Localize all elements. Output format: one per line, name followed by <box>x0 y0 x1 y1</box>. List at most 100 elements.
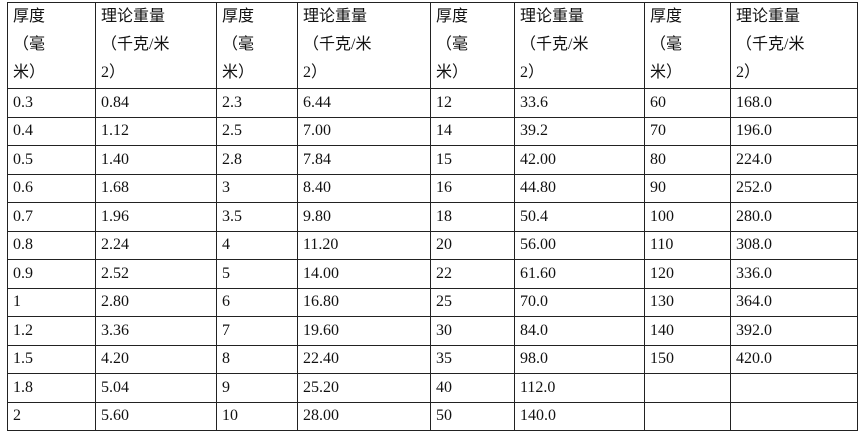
header-line: 2） <box>101 64 126 81</box>
thickness-cell: 100 <box>644 202 731 232</box>
weight-cell: 28.00 <box>297 401 431 431</box>
thickness-cell: 3 <box>216 173 298 203</box>
header-line: （千克/米 <box>303 36 372 53</box>
header-line: 厚度 <box>222 8 255 25</box>
thickness-cell: 0.4 <box>7 116 96 146</box>
weight-cell: 61.60 <box>514 259 645 289</box>
header-thickness: 厚度 （毫米） <box>644 2 731 89</box>
header-theoretical-weight: 理论重量 （千克/米 2） <box>95 2 217 89</box>
thickness-cell: 0.9 <box>7 259 96 289</box>
header-line: 理论重量 <box>101 8 166 25</box>
header-line: （毫 <box>222 36 255 53</box>
header-theoretical-weight: 理论重量 （千克/米 2） <box>514 2 645 89</box>
header-line: （毫 <box>436 36 469 53</box>
header-line: 厚度 <box>13 8 46 25</box>
header-line: 厚度 <box>436 8 469 25</box>
thickness-cell: 40 <box>430 373 515 403</box>
weight-cell: 196.0 <box>730 116 858 146</box>
weight-cell: 42.00 <box>514 145 645 175</box>
header-row: 厚度 （毫米） 理论重量 （千克/米 2） 厚度 （毫米） 理论重量 （千克/米 2） 厚度 （毫米）… <box>7 2 858 89</box>
header-line: （千克/米 <box>520 36 589 53</box>
header-line: 理论重量 <box>303 8 368 25</box>
weight-cell <box>730 401 858 431</box>
header-line: 米） <box>222 64 255 81</box>
thickness-cell: 1.2 <box>7 316 96 346</box>
weight-cell: 25.20 <box>297 373 431 403</box>
weight-cell: 70.0 <box>514 287 645 317</box>
weight-cell: 50.4 <box>514 202 645 232</box>
thickness-cell: 30 <box>430 316 515 346</box>
thickness-cell: 16 <box>430 173 515 203</box>
weight-cell: 44.80 <box>514 173 645 203</box>
thickness-cell: 1 <box>7 287 96 317</box>
header-line: 厚度 <box>650 8 683 25</box>
header-line: 米） <box>13 64 46 81</box>
weight-cell: 0.84 <box>95 88 217 118</box>
weight-cell: 5.60 <box>95 401 217 431</box>
thickness-cell: 2.8 <box>216 145 298 175</box>
thickness-cell: 22 <box>430 259 515 289</box>
weight-cell: 392.0 <box>730 316 858 346</box>
header-line: （毫 <box>650 36 683 53</box>
weight-cell: 98.0 <box>514 344 645 374</box>
weight-cell: 9.80 <box>297 202 431 232</box>
thickness-cell: 1.5 <box>7 344 96 374</box>
header-line: 米） <box>650 64 683 81</box>
weight-cell: 16.80 <box>297 287 431 317</box>
thickness-weight-table: 厚度 （毫米） 理论重量 （千克/米 2） 厚度 （毫米） 理论重量 （千克/米 2） 厚度 （毫米）… <box>7 2 858 431</box>
thickness-cell: 120 <box>644 259 731 289</box>
thickness-cell: 110 <box>644 230 731 260</box>
weight-cell: 7.00 <box>297 116 431 146</box>
thickness-cell: 5 <box>216 259 298 289</box>
weight-cell: 2.80 <box>95 287 217 317</box>
weight-cell: 420.0 <box>730 344 858 374</box>
table-row: 1.8 5.04 9 25.20 40 112.0 <box>7 373 858 403</box>
header-line: （千克/米 <box>101 36 170 53</box>
weight-cell: 1.12 <box>95 116 217 146</box>
thickness-cell: 0.8 <box>7 230 96 260</box>
table-row: 0.7 1.96 3.5 9.80 18 50.4 100 280.0 <box>7 202 858 232</box>
thickness-cell: 9 <box>216 373 298 403</box>
table-row: 0.4 1.12 2.5 7.00 14 39.2 70 196.0 <box>7 116 858 146</box>
weight-cell: 1.68 <box>95 173 217 203</box>
thickness-cell: 70 <box>644 116 731 146</box>
thickness-cell: 60 <box>644 88 731 118</box>
weight-cell: 112.0 <box>514 373 645 403</box>
table-row: 0.3 0.84 2.3 6.44 12 33.6 60 168.0 <box>7 88 858 118</box>
weight-cell: 33.6 <box>514 88 645 118</box>
thickness-cell: 8 <box>216 344 298 374</box>
thickness-cell: 0.5 <box>7 145 96 175</box>
header-line: （千克/米 <box>736 36 805 53</box>
weight-cell: 2.24 <box>95 230 217 260</box>
header-theoretical-weight: 理论重量 （千克/米 2） <box>730 2 858 89</box>
table-row: 0.9 2.52 5 14.00 22 61.60 120 336.0 <box>7 259 858 289</box>
weight-cell: 4.20 <box>95 344 217 374</box>
weight-cell: 2.52 <box>95 259 217 289</box>
header-line: 2） <box>303 64 328 81</box>
header-line: 米） <box>436 64 469 81</box>
weight-cell: 22.40 <box>297 344 431 374</box>
header-line: 2） <box>520 64 545 81</box>
thickness-cell: 2.5 <box>216 116 298 146</box>
header-line: 2） <box>736 64 761 81</box>
weight-cell: 7.84 <box>297 145 431 175</box>
weight-cell <box>730 373 858 403</box>
table-row: 0.5 1.40 2.8 7.84 15 42.00 80 224.0 <box>7 145 858 175</box>
weight-cell: 1.40 <box>95 145 217 175</box>
header-thickness: 厚度 （毫米） <box>430 2 515 89</box>
thickness-cell: 18 <box>430 202 515 232</box>
thickness-cell: 10 <box>216 401 298 431</box>
weight-cell: 11.20 <box>297 230 431 260</box>
weight-cell: 5.04 <box>95 373 217 403</box>
weight-cell: 252.0 <box>730 173 858 203</box>
weight-cell: 168.0 <box>730 88 858 118</box>
table-row: 1.5 4.20 8 22.40 35 98.0 150 420.0 <box>7 344 858 374</box>
thickness-cell: 3.5 <box>216 202 298 232</box>
weight-cell: 140.0 <box>514 401 645 431</box>
table-row: 0.6 1.68 3 8.40 16 44.80 90 252.0 <box>7 173 858 203</box>
thickness-cell: 25 <box>430 287 515 317</box>
header-line: （毫 <box>13 36 46 53</box>
thickness-cell: 6 <box>216 287 298 317</box>
thickness-cell: 15 <box>430 145 515 175</box>
thickness-cell: 2 <box>7 401 96 431</box>
